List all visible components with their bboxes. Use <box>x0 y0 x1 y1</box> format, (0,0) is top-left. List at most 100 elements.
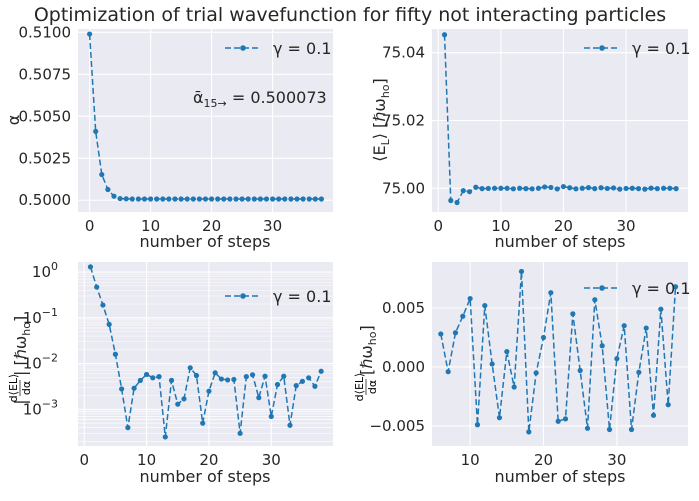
data-point <box>592 297 598 303</box>
data-point <box>282 196 288 202</box>
data-point <box>86 31 93 37</box>
legend-label: γ = 0.1 <box>273 39 332 58</box>
data-point <box>636 369 642 375</box>
data-point <box>231 376 237 383</box>
data-point <box>452 330 459 336</box>
series-line <box>440 271 677 432</box>
data-point <box>485 185 491 192</box>
y-tick-labels: 0.5000 0.5025 0.5050 0.5075 0.5100 <box>19 23 72 209</box>
data-point <box>274 381 281 388</box>
data-point <box>445 369 451 375</box>
axes-background <box>78 29 333 212</box>
data-point <box>87 264 94 270</box>
data-point <box>496 415 503 421</box>
data-point <box>281 373 287 379</box>
y-axis-label: ⟨EL⟩ [ℏωho] <box>370 78 392 162</box>
legend: γ = 0.1 <box>584 279 691 298</box>
grid-lines <box>432 262 688 446</box>
y-label-denominator: dα <box>366 380 379 394</box>
series-markers <box>86 31 325 202</box>
data-point <box>454 199 460 206</box>
data-point <box>233 196 239 202</box>
data-point <box>178 196 184 202</box>
y-tick-label: 0.5025 <box>19 149 72 167</box>
y-label-rest: | [ℏωho] <box>11 316 33 376</box>
x-tick-labels: 0 10 20 30 <box>79 451 280 469</box>
data-point <box>474 422 481 428</box>
data-point <box>117 195 123 202</box>
data-point <box>306 196 312 202</box>
series-markers <box>441 32 679 206</box>
data-point <box>312 196 318 202</box>
data-point <box>200 420 206 426</box>
data-point <box>665 402 671 408</box>
legend-marker <box>240 293 246 299</box>
data-point <box>438 331 444 337</box>
data-point <box>518 268 525 275</box>
y-label-numerator: d⟨EL⟩ <box>353 373 366 402</box>
x-tick-label: 30 <box>616 217 635 235</box>
y-tick-label: 0.5075 <box>19 65 72 83</box>
x-axis-label: number of steps <box>495 467 626 486</box>
data-point <box>141 196 148 202</box>
legend-marker <box>599 45 605 51</box>
data-point <box>212 370 218 376</box>
figure-title: Optimization of trial wavefunction for f… <box>34 4 666 26</box>
data-point <box>168 377 175 383</box>
data-point <box>202 196 209 202</box>
data-point <box>123 196 129 202</box>
x-axis-label: number of steps <box>140 467 271 486</box>
axes-background <box>432 262 688 446</box>
series-markers <box>438 268 679 435</box>
data-point <box>187 365 193 371</box>
grid-lines <box>78 29 333 212</box>
data-point <box>106 321 112 327</box>
data-point <box>489 361 495 367</box>
data-point <box>585 185 592 191</box>
data-point <box>172 196 178 202</box>
data-point <box>94 284 100 290</box>
y-tick-label: 75.02 <box>382 112 425 130</box>
y-tick-label: 0.5100 <box>19 23 72 41</box>
data-point <box>548 290 554 296</box>
data-point <box>567 185 573 191</box>
data-point <box>523 186 529 192</box>
data-point <box>227 196 233 202</box>
data-point <box>598 185 604 191</box>
data-point <box>673 186 679 192</box>
legend-label: γ = 0.1 <box>632 279 691 298</box>
y-tick-label: 75.00 <box>382 179 425 197</box>
data-point <box>196 196 202 202</box>
data-point <box>540 334 547 341</box>
data-point <box>617 186 623 192</box>
data-point <box>154 196 160 202</box>
data-point <box>473 184 479 190</box>
data-point <box>526 429 532 435</box>
data-point <box>111 193 117 199</box>
legend-label: γ = 0.1 <box>632 39 691 58</box>
data-point <box>268 413 274 420</box>
data-point <box>148 196 154 202</box>
data-point <box>287 422 293 428</box>
data-point <box>529 186 535 192</box>
data-point <box>184 196 190 202</box>
data-point <box>606 426 613 433</box>
data-point <box>491 185 498 191</box>
data-point <box>504 349 510 355</box>
y-label-denominator: dα <box>20 381 33 395</box>
x-tick-label: 20 <box>199 451 218 469</box>
data-point <box>517 185 523 191</box>
y-tick-label: 75.04 <box>382 44 425 62</box>
data-point <box>143 371 150 378</box>
data-point <box>577 367 583 374</box>
data-point <box>318 368 324 374</box>
data-point <box>263 196 270 202</box>
x-tick-label: 20 <box>554 217 573 235</box>
data-point <box>658 306 664 312</box>
data-point <box>99 171 105 178</box>
y-tick-label: 0.5050 <box>19 107 72 125</box>
data-point <box>209 196 215 202</box>
data-point <box>498 185 504 191</box>
